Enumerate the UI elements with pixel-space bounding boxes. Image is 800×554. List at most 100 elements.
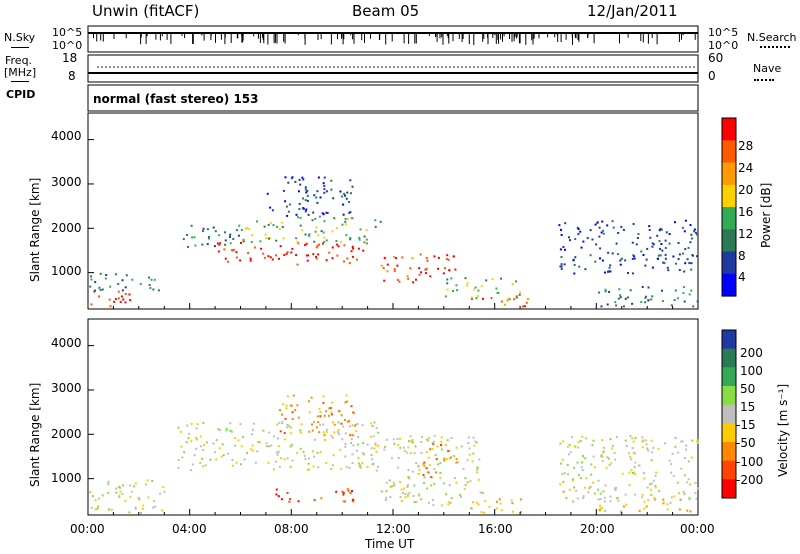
heatmap-cell [686, 258, 689, 261]
heatmap-cell [212, 226, 215, 229]
heatmap-cell [420, 498, 423, 501]
nave-dot [157, 66, 159, 68]
heatmap-cell [392, 484, 395, 487]
heatmap-cell [232, 464, 234, 467]
heatmap-cell [231, 459, 234, 461]
freq-tick-bottom: 8 [68, 69, 76, 83]
heatmap-cell [593, 466, 596, 469]
heatmap-cell [349, 425, 352, 428]
heatmap-cell [406, 495, 409, 497]
heatmap-cell [634, 461, 637, 464]
heatmap-cell [499, 277, 502, 280]
heatmap-cell [316, 415, 319, 418]
heatmap-cell [433, 255, 436, 258]
heatmap-cell [564, 248, 566, 251]
heatmap-cell [335, 240, 338, 242]
heatmap-cell [407, 493, 410, 496]
heatmap-cell [660, 228, 663, 231]
heatmap-cell [308, 400, 310, 403]
nave-dot [673, 66, 675, 68]
heatmap-cell [199, 435, 202, 438]
nsky-tick-bottom: 10^0 [52, 39, 83, 52]
heatmap-cell [334, 217, 337, 220]
heatmap-cell [518, 293, 521, 296]
heatmap-cell [119, 300, 122, 303]
heatmap-cell [595, 243, 598, 246]
heatmap-cell [440, 504, 443, 507]
heatmap-cell [301, 229, 304, 232]
heatmap-cell [374, 442, 377, 445]
freq-label: Freq. [5, 54, 33, 67]
heatmap-cell [350, 438, 353, 441]
heatmap-cell [344, 432, 347, 435]
heatmap-cell [670, 463, 673, 465]
heatmap-cell [374, 219, 377, 222]
heatmap-cell [347, 489, 350, 492]
heatmap-cell [308, 457, 310, 460]
heatmap-cell [331, 421, 334, 424]
heatmap-cell [224, 239, 227, 242]
heatmap-cell [614, 458, 617, 461]
heatmap-cell [341, 490, 344, 493]
heatmap-cell [300, 423, 303, 426]
heatmap-cell [598, 226, 601, 229]
heatmap-cell [602, 232, 605, 235]
heatmap-cell [251, 234, 254, 237]
heatmap-cell [608, 290, 611, 293]
heatmap-cell [562, 490, 565, 493]
heatmap-cell [688, 293, 691, 296]
heatmap-cell [288, 500, 291, 503]
heatmap-cell [124, 293, 127, 295]
heatmap-cell [446, 439, 449, 442]
nave-dot [181, 66, 183, 68]
heatmap-cell [407, 475, 410, 478]
heatmap-cell [189, 469, 192, 472]
heatmap-cell [272, 468, 275, 471]
heatmap-cell [559, 265, 562, 268]
nave-dot [289, 66, 291, 68]
velocity-cbar-tick--15: -15 [736, 418, 756, 432]
heatmap-cell [193, 454, 196, 457]
heatmap-cell [417, 464, 420, 467]
heatmap-cell [240, 445, 243, 448]
heatmap-cell [323, 414, 326, 417]
heatmap-cell [377, 444, 380, 447]
heatmap-cell [421, 435, 424, 438]
heatmap-cell [323, 184, 326, 187]
heatmap-cell [282, 403, 285, 406]
heatmap-cell [624, 493, 627, 496]
heatmap-cell [677, 451, 680, 454]
heatmap-cell [134, 482, 137, 485]
heatmap-cell [341, 195, 344, 198]
power-cbar-tick-16: 16 [738, 205, 754, 219]
heatmap-cell [631, 302, 634, 305]
heatmap-cell [646, 486, 649, 489]
heatmap-cell [218, 428, 221, 431]
nave-dot [565, 66, 567, 68]
nave-dot [125, 66, 127, 68]
heatmap-cell [340, 414, 343, 417]
heatmap-cell [262, 252, 265, 255]
heatmap-cell [404, 493, 407, 495]
nave-dot [509, 66, 511, 68]
heatmap-cell [619, 296, 622, 299]
heatmap-cell [649, 488, 652, 491]
heatmap-cell [291, 459, 294, 462]
heatmap-cell [114, 273, 117, 276]
colorbar-segment [722, 273, 736, 297]
heatmap-cell [351, 245, 354, 248]
heatmap-cell [659, 247, 661, 250]
heatmap-cell [450, 497, 453, 500]
xtick-1: 04:00 [172, 522, 207, 536]
heatmap-cell [607, 251, 610, 254]
heatmap-cell [654, 486, 657, 489]
heatmap-cell [389, 485, 392, 488]
heatmap-cell [422, 474, 425, 476]
heatmap-cell [694, 482, 697, 485]
heatmap-cell [339, 190, 342, 193]
nave-dot [325, 66, 327, 68]
heatmap-cell [602, 229, 605, 232]
heatmap-cell [252, 422, 255, 425]
heatmap-cell [373, 421, 376, 424]
heatmap-cell [397, 466, 400, 469]
